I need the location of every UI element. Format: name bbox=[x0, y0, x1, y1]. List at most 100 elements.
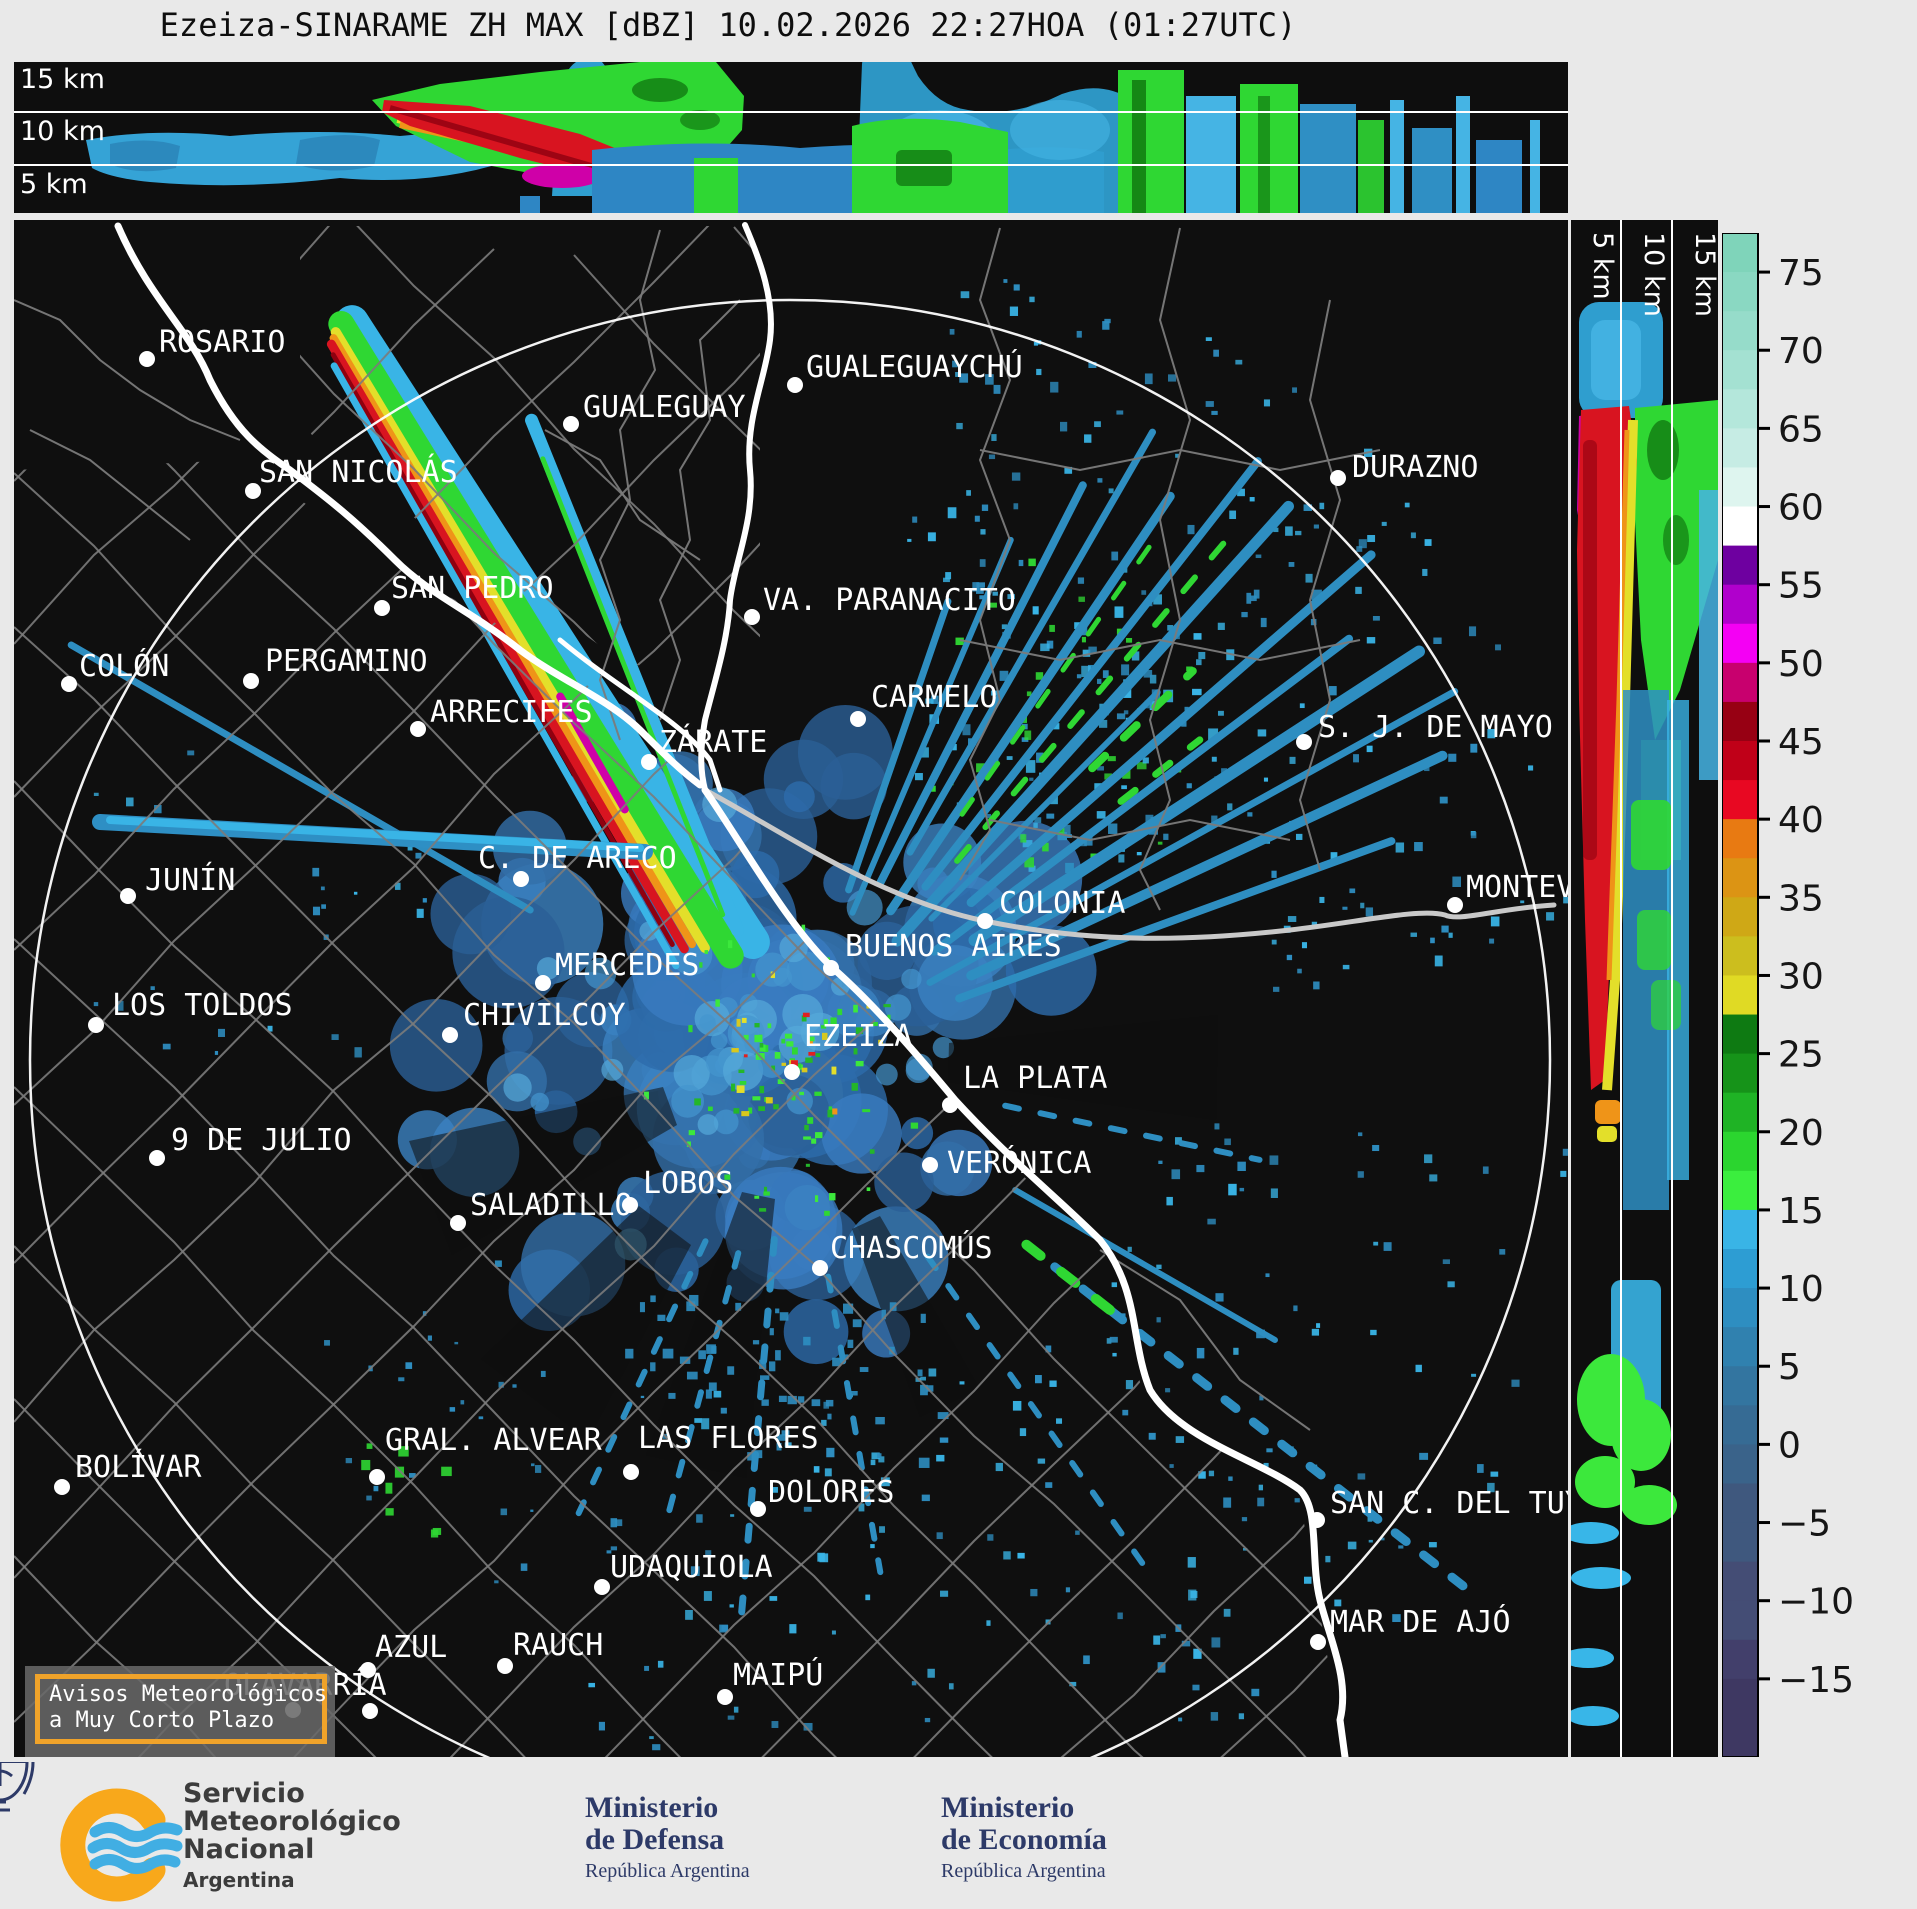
echo-speckle bbox=[1078, 596, 1085, 602]
city-dot bbox=[245, 483, 261, 499]
echo-speckle bbox=[1028, 558, 1036, 567]
colorbar-cell bbox=[1722, 1209, 1758, 1250]
colorbar-cell bbox=[1722, 1678, 1758, 1719]
echo-speckle bbox=[786, 1041, 794, 1047]
echo-speckle bbox=[803, 1136, 811, 1140]
echo-shadow-wedge bbox=[948, 1015, 1218, 1120]
echo-speckle bbox=[1241, 1517, 1248, 1522]
echo-speckle bbox=[1045, 1482, 1053, 1488]
echo-speckle bbox=[724, 1174, 731, 1180]
interference-spike-band bbox=[525, 413, 745, 937]
city-dot bbox=[623, 1464, 639, 1480]
echo-speckle bbox=[1273, 527, 1279, 533]
echo-speckle bbox=[759, 1085, 765, 1094]
echo-speckle bbox=[686, 1371, 698, 1380]
echo-speckle bbox=[947, 507, 957, 519]
echo-speckle bbox=[733, 1706, 739, 1713]
echo-speckle bbox=[1121, 785, 1127, 790]
colorbar-tick-label: 50 bbox=[1778, 644, 1824, 685]
city-dot bbox=[787, 377, 803, 393]
echo-speckle bbox=[116, 1000, 124, 1011]
admin-border bbox=[300, 248, 495, 700]
echo-speckle bbox=[767, 1023, 772, 1029]
city-dot bbox=[850, 711, 866, 727]
echo-speckle bbox=[1287, 916, 1297, 922]
echo-speckle bbox=[1487, 1482, 1495, 1493]
echo-speckle bbox=[1127, 1246, 1132, 1252]
echo-speckle bbox=[1372, 615, 1380, 621]
echo-ray bbox=[67, 641, 534, 914]
echo-speckle bbox=[1153, 1635, 1161, 1645]
radar-echo-layer bbox=[67, 279, 1568, 1751]
echo-speckle bbox=[706, 1344, 716, 1354]
echo-speckle bbox=[802, 1012, 810, 1018]
city-dot bbox=[535, 975, 551, 991]
echo-speckle bbox=[366, 1495, 372, 1501]
colorbar-tick-label: 40 bbox=[1778, 800, 1824, 841]
right-cross-section-panel: 5 km 10 km 15 km bbox=[1571, 220, 1718, 1757]
echo-speckle bbox=[1211, 756, 1217, 762]
echo-speckle bbox=[827, 1413, 832, 1420]
city-layer: ROSARIO GUALEGUAYCHÚ GUALEGUAY SAN NICOLÁS D… bbox=[54, 325, 1568, 1719]
colorbar-cell bbox=[1722, 858, 1758, 899]
echo-speckle bbox=[959, 1381, 965, 1385]
echo-ray bbox=[921, 457, 1262, 891]
top-cross-section-panel: 15 km 10 km 5 km bbox=[14, 62, 1568, 213]
interference-spike-band bbox=[330, 362, 680, 970]
echo-speckle bbox=[1106, 1338, 1112, 1344]
echo-speckle bbox=[776, 1442, 782, 1451]
echo-speckle bbox=[427, 1335, 432, 1341]
echo-speckle bbox=[1097, 678, 1102, 684]
echo-speckle bbox=[1217, 622, 1225, 630]
echo-speckle bbox=[478, 1416, 484, 1420]
echo-speckle bbox=[1097, 766, 1104, 771]
notice-box[interactable]: Avisos Meteorológicos a Muy Corto Plazo bbox=[25, 1666, 335, 1757]
city-label: GUALEGUAY bbox=[583, 390, 746, 425]
colorbar-cell bbox=[1722, 1170, 1758, 1211]
echo-speckle bbox=[993, 384, 1001, 394]
echo-speckle bbox=[778, 1395, 787, 1403]
echo-speckle bbox=[871, 1021, 878, 1027]
echo-speckle bbox=[1295, 833, 1303, 840]
echo-speckle bbox=[960, 291, 970, 299]
echo-speckle bbox=[686, 1141, 691, 1147]
city-dot bbox=[1330, 470, 1346, 486]
city-label: LAS FLORES bbox=[638, 1421, 819, 1456]
echo-speckle bbox=[1046, 813, 1055, 819]
admin-border bbox=[14, 460, 575, 798]
interference-spike-band bbox=[328, 310, 744, 969]
echo-ray bbox=[575, 1238, 709, 1517]
city-label: VA. PARANACITO bbox=[763, 583, 1016, 618]
echo-speckle bbox=[689, 1294, 699, 1306]
echo-speckle bbox=[1237, 1161, 1246, 1172]
echo-speckle bbox=[871, 1452, 880, 1460]
echo-speckle bbox=[789, 1624, 797, 1634]
echo-speckle bbox=[373, 1485, 379, 1492]
echo-speckle bbox=[1468, 626, 1477, 637]
admin-border bbox=[14, 460, 895, 1106]
echo-ray bbox=[929, 634, 1354, 956]
echo-speckle bbox=[1271, 870, 1277, 878]
echo-speckle bbox=[773, 1104, 779, 1110]
echo-speckle bbox=[1009, 306, 1019, 316]
echo-speckle bbox=[657, 1314, 666, 1321]
echo-speckle bbox=[808, 1036, 815, 1042]
echo-speckle bbox=[715, 999, 720, 1007]
admin-border bbox=[14, 1086, 735, 1757]
echo-speckle bbox=[777, 1434, 788, 1441]
city-label: DOLORES bbox=[768, 1475, 894, 1510]
page-title: Ezeiza-SINARAME ZH MAX [dBZ] 10.02.2026 … bbox=[159, 6, 1297, 44]
city-dot bbox=[717, 1689, 733, 1705]
echo-speckle bbox=[625, 1348, 634, 1359]
echo-speckle bbox=[831, 1630, 836, 1635]
colorbar-cell bbox=[1722, 1717, 1758, 1757]
echo-speckle bbox=[407, 846, 413, 851]
echo-speckle bbox=[1007, 594, 1015, 600]
colorbar-tick-label: 10 bbox=[1778, 1269, 1824, 1310]
echo-speckle bbox=[430, 1529, 439, 1538]
echo-blob bbox=[673, 1054, 710, 1092]
colorbar-cell bbox=[1722, 819, 1758, 860]
colorbar-tick-label: 70 bbox=[1778, 331, 1824, 372]
city-dot bbox=[563, 416, 579, 432]
echo-speckle bbox=[943, 577, 950, 583]
